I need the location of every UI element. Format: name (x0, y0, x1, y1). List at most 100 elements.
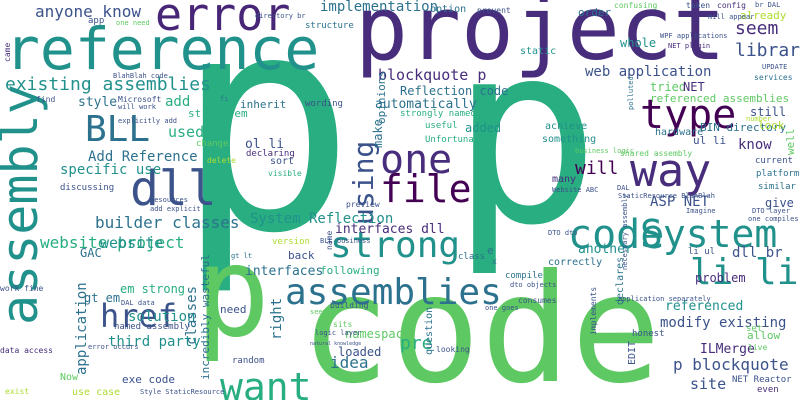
word-problem: problem (695, 271, 746, 285)
word-taken: taken (686, 1, 711, 10)
word-came: came (3, 42, 12, 62)
word-still: still (750, 105, 787, 119)
word-need: need (220, 303, 247, 316)
word-ul-li: ul li (693, 134, 727, 147)
word-add-reference: Add Reference (88, 149, 198, 165)
word-static: static (520, 46, 557, 57)
word-staticresource-blahblah: StaticResource BlahBlah (618, 192, 715, 200)
word-polluted: polluted (627, 76, 635, 110)
word-fi: fi (220, 95, 229, 103)
word-right: right (269, 297, 285, 340)
word-one-compiles: one compiles (748, 215, 799, 223)
word-update: UPDATE (762, 63, 788, 71)
word-will: will (575, 158, 619, 179)
word-strong-em: strong em (188, 107, 248, 120)
word-dll-br: dll br (732, 245, 783, 261)
word-bll: BLL (85, 109, 151, 150)
word-implementation: implementation (320, 0, 439, 15)
word-strong: strong (330, 225, 461, 266)
word-achieve: achieve (545, 121, 588, 132)
word-option: option (430, 4, 467, 15)
word-visible: visible (268, 169, 302, 178)
word-data-access: data access (0, 346, 53, 355)
word-gac: GAC (80, 246, 102, 260)
word-p: p (450, 0, 601, 280)
word-gt-em: gt em (84, 291, 121, 305)
word-error: error (155, 0, 291, 41)
word-now: Now (60, 372, 79, 383)
word-logic-layer: logic layer (315, 329, 362, 337)
word-implements: implements (589, 286, 598, 335)
word-will-work: will work (118, 103, 156, 111)
word-delete: delete (207, 156, 236, 165)
word-honest: honest (632, 329, 665, 339)
word-well: well (784, 128, 797, 156)
word-idea: idea (330, 353, 369, 372)
word-li-li: li li (690, 252, 799, 293)
word-p-blockquote: p blockquote (673, 355, 789, 374)
word-know: know (738, 137, 772, 153)
word-resources: resources (150, 196, 188, 204)
word-use-case: use case (72, 387, 121, 398)
word-one: one (380, 137, 453, 183)
word-inherit: inherit (240, 98, 287, 111)
word-seem: seem (735, 18, 779, 39)
word-platform: platform (756, 169, 800, 179)
word-set: set (746, 324, 763, 334)
word-used: used (168, 123, 205, 141)
word-already: already (740, 9, 787, 22)
word-assemblies: assemblies (285, 272, 502, 313)
word-allow: allow (747, 329, 781, 342)
word-p: p (175, 0, 356, 299)
word-site: site (690, 375, 727, 393)
word-random: random (232, 356, 265, 366)
word-back: back (288, 249, 315, 262)
word-solution: solution (128, 309, 196, 325)
word-whole: whole (620, 36, 657, 50)
word-opinions: opinions (375, 71, 388, 124)
word-current: current (755, 156, 793, 166)
word-loaded: loaded (338, 345, 382, 359)
word-dal: DAL (617, 184, 630, 192)
word-natural-knowledge: natural knowledge (310, 341, 362, 347)
word-discussing: discussing (60, 183, 115, 193)
word-microsoft: Microsoft (118, 95, 162, 104)
word-bll-business: BLL business (320, 237, 371, 245)
word-exist: exist (5, 387, 30, 396)
word-pre: pre (400, 333, 433, 354)
word-dll: dll (130, 161, 217, 217)
word-namespace: namespace (345, 327, 411, 341)
word-website-abc: Website ABC (552, 186, 599, 194)
word-anyone-know: anyone know (35, 2, 141, 21)
word-wording: wording (305, 99, 343, 109)
word-em-strong: em strong (120, 282, 186, 296)
word-app: app (88, 16, 105, 26)
word-tried: tried (650, 80, 687, 94)
word-modify-existing: modify existing (660, 315, 787, 331)
word-similar: similar (758, 182, 796, 192)
word-shared-assembly: shared assembly (620, 149, 693, 158)
word-p: p (195, 220, 271, 365)
word-dal-data: DAL data (121, 299, 155, 307)
word-preview: preview (346, 200, 380, 209)
word-directory-br: directory br (255, 12, 306, 20)
word-ilmerge: ILMerge (700, 342, 755, 357)
word-library: library (735, 40, 800, 61)
word-br-dal: br DAL (755, 1, 781, 9)
word-services: services (754, 73, 793, 82)
word-way: way (630, 144, 712, 197)
word-look: look (758, 119, 785, 132)
word-one-goes: one goes (485, 304, 519, 312)
word-asp-net: ASP NET (650, 194, 710, 210)
word-useful: useful (425, 121, 458, 131)
word-consumes: consumes (518, 296, 557, 305)
word-ol-li: ol li (245, 137, 285, 152)
word-e: e (487, 244, 494, 257)
word-compile: compile (505, 271, 543, 281)
word-blahblah-code: BlahBlah code (113, 72, 168, 80)
word-x: x (492, 257, 497, 266)
word-many: many (552, 174, 577, 185)
word-project: project (355, 0, 726, 80)
word-error-occurs: error occurs (88, 343, 139, 351)
